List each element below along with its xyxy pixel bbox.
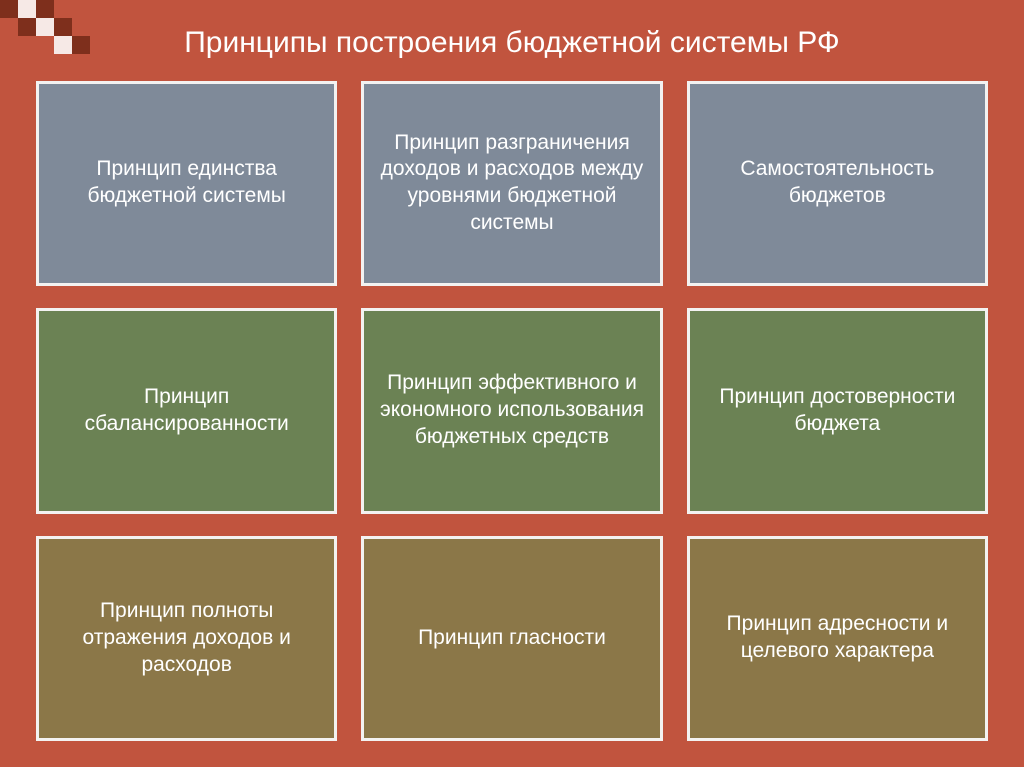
principle-label: Принцип эффективного и экономного исполь…	[378, 370, 645, 451]
deco-square	[36, 0, 54, 18]
principle-label: Принцип полноты отражения доходов и расх…	[53, 598, 320, 679]
principle-card: Принцип единства бюджетной системы	[36, 81, 337, 287]
principle-card: Принцип гласности	[361, 536, 662, 742]
principle-card: Принцип полноты отражения доходов и расх…	[36, 536, 337, 742]
principle-label: Принцип сбалансированности	[53, 384, 320, 438]
principle-label: Принцип достоверности бюджета	[704, 384, 971, 438]
principle-card: Самостоятельность бюджетов	[687, 81, 988, 287]
slide: Принципы построения бюджетной системы РФ…	[0, 0, 1024, 767]
principle-label: Принцип единства бюджетной системы	[53, 156, 320, 210]
principle-card: Принцип разграничения доходов и расходов…	[361, 81, 662, 287]
principle-label: Принцип гласности	[418, 625, 606, 652]
principle-label: Принцип разграничения доходов и расходов…	[378, 130, 645, 238]
deco-square	[18, 0, 36, 18]
principle-label: Самостоятельность бюджетов	[704, 156, 971, 210]
principles-grid: Принцип единства бюджетной системы Принци…	[36, 81, 988, 742]
deco-square	[18, 18, 36, 36]
principle-card: Принцип сбалансированности	[36, 308, 337, 514]
principle-card: Принцип достоверности бюджета	[687, 308, 988, 514]
deco-square	[0, 0, 18, 18]
principle-card: Принцип адресности и целевого характера	[687, 536, 988, 742]
principle-label: Принцип адресности и целевого характера	[704, 611, 971, 665]
slide-title: Принципы построения бюджетной системы РФ	[36, 26, 988, 61]
principle-card: Принцип эффективного и экономного исполь…	[361, 308, 662, 514]
